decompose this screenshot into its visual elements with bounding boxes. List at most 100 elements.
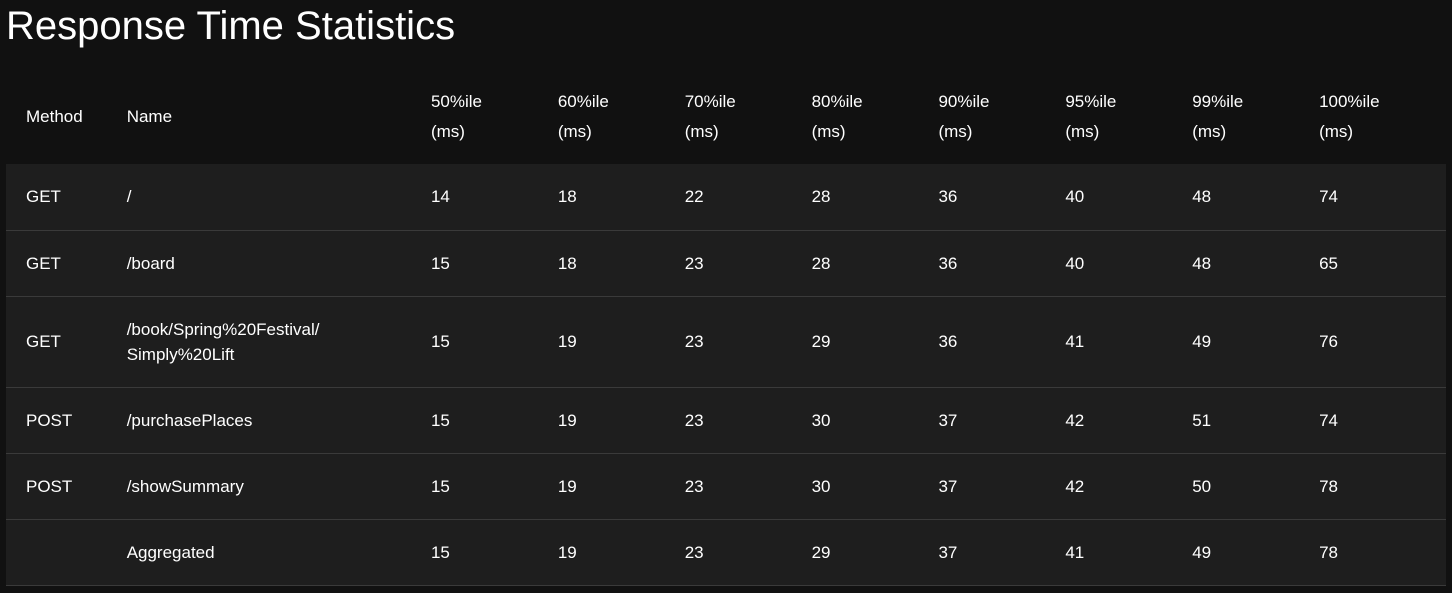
header-60pct-label: 60%ile [557,92,609,111]
table-row: GET /book/Spring%20Festival/ Simply%20Li… [6,296,1446,387]
value-cell: 36 [938,253,958,273]
header-95pct: 95%ile (ms) [1065,70,1192,164]
value-cell: 23 [684,542,704,562]
value-cell: 22 [684,187,704,207]
header-row: Method Name 50%ile (ms) 60%ile (ms) 70%i… [6,70,1446,164]
header-100pct-unit: (ms) [1319,122,1354,141]
name-cell: Aggregated [107,519,431,585]
name-text: /board [126,253,175,273]
value-cell: 78 [1319,542,1338,562]
method-cell: GET [26,332,61,351]
name-text-line2: Simply%20Lift [126,344,235,364]
value-cell: 19 [557,332,577,351]
value-cell: 15 [430,253,450,273]
name-cell: / [107,164,431,230]
value-cell: 42 [1065,476,1085,496]
header-50pct: 50%ile (ms) [431,70,558,164]
name-text: /showSummary [126,476,244,496]
header-50pct-unit: (ms) [430,122,465,141]
value-cell: 30 [811,410,831,430]
value-cell: 15 [430,410,450,430]
value-cell: 48 [1192,187,1212,207]
value-cell: 78 [1319,476,1338,496]
table-body: GET / 14 18 22 28 36 40 48 74 GET /board… [6,164,1446,585]
page-title: Response Time Statistics [6,4,456,48]
value-cell: 23 [684,410,704,430]
value-cell: 41 [1065,542,1085,562]
value-cell: 37 [938,542,958,562]
header-99pct-unit: (ms) [1192,122,1227,141]
value-cell: 15 [430,542,450,562]
name-cell: /showSummary [107,453,431,519]
header-95pct-unit: (ms) [1065,122,1100,141]
value-cell: 23 [684,332,704,351]
header-70pct-label: 70%ile [684,92,736,111]
value-cell: 23 [684,476,704,496]
header-99pct-label: 99%ile [1192,92,1244,111]
value-cell: 15 [430,476,450,496]
name-text: / [126,187,132,207]
value-cell: 42 [1065,410,1085,430]
value-cell: 36 [938,187,958,207]
method-cell [6,519,107,585]
table-row: POST /purchasePlaces 15 19 23 30 37 42 5… [6,387,1446,453]
table-row: POST /showSummary 15 19 23 30 37 42 50 7… [6,453,1446,519]
value-cell: 65 [1319,253,1338,273]
value-cell: 28 [811,253,831,273]
header-95pct-label: 95%ile [1065,92,1117,111]
header-90pct-unit: (ms) [938,122,973,141]
value-cell: 14 [430,187,450,207]
response-time-table: Method Name 50%ile (ms) 60%ile (ms) 70%i… [6,70,1446,586]
table-header: Method Name 50%ile (ms) 60%ile (ms) 70%i… [6,70,1446,164]
value-cell: 74 [1319,410,1338,430]
name-text: Aggregated [126,542,215,562]
value-cell: 18 [557,187,577,207]
value-cell: 36 [938,332,958,351]
value-cell: 41 [1065,332,1085,351]
value-cell: 76 [1319,332,1338,351]
value-cell: 49 [1192,332,1212,351]
value-cell: 30 [811,476,831,496]
header-60pct: 60%ile (ms) [558,70,685,164]
name-cell: /book/Spring%20Festival/ Simply%20Lift [107,296,431,387]
method-cell: GET [26,253,61,273]
method-cell: POST [26,476,73,496]
value-cell: 28 [811,187,831,207]
header-method: Method [26,107,83,126]
value-cell: 19 [557,476,577,496]
header-60pct-unit: (ms) [557,122,592,141]
header-name: Name [126,107,173,126]
header-99pct: 99%ile (ms) [1192,70,1319,164]
header-100pct-label: 100%ile [1319,92,1380,111]
value-cell: 19 [557,542,577,562]
aggregated-row: Aggregated 15 19 23 29 37 41 49 78 [6,519,1446,585]
name-cell: /purchasePlaces [107,387,431,453]
header-80pct: 80%ile (ms) [812,70,939,164]
header-70pct-unit: (ms) [684,122,719,141]
name-cell: /board [107,230,431,296]
value-cell: 18 [557,253,577,273]
value-cell: 37 [938,476,958,496]
value-cell: 48 [1192,253,1212,273]
value-cell: 29 [811,542,831,562]
header-80pct-label: 80%ile [811,92,863,111]
value-cell: 29 [811,332,831,351]
value-cell: 23 [684,253,704,273]
name-text-line1: /book/Spring%20Festival/ [126,319,320,339]
value-cell: 15 [430,332,450,351]
value-cell: 51 [1192,410,1212,430]
header-90pct: 90%ile (ms) [938,70,1065,164]
table-row: GET /board 15 18 23 28 36 40 48 65 [6,230,1446,296]
table-row: GET / 14 18 22 28 36 40 48 74 [6,164,1446,230]
value-cell: 74 [1319,187,1338,207]
header-100pct: 100%ile (ms) [1319,70,1446,164]
name-text: /purchasePlaces [126,410,253,430]
value-cell: 37 [938,410,958,430]
header-80pct-unit: (ms) [811,122,846,141]
header-90pct-label: 90%ile [938,92,990,111]
method-cell: POST [26,410,73,430]
value-cell: 49 [1192,542,1212,562]
header-50pct-label: 50%ile [430,92,482,111]
value-cell: 50 [1192,476,1212,496]
